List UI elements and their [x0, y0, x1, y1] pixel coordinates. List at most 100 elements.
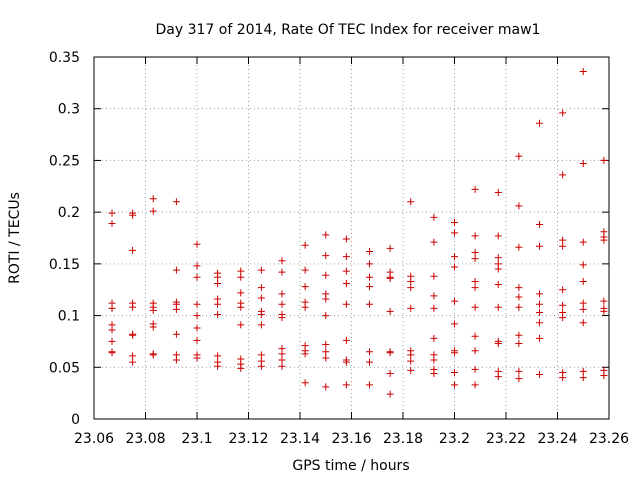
data-point [535, 371, 543, 379]
data-point [471, 232, 479, 240]
data-point [129, 352, 137, 360]
data-point [193, 354, 201, 362]
x-tick-label: 23.06 [74, 431, 114, 447]
data-point [579, 261, 587, 269]
data-point [535, 242, 543, 250]
x-axis-label: GPS time / hours [292, 458, 409, 474]
data-point [342, 235, 350, 243]
data-point [535, 319, 543, 327]
data-point [386, 349, 394, 357]
y-tick-label: 0.3 [58, 102, 80, 118]
data-point [494, 373, 502, 381]
data-point [149, 351, 157, 359]
chart-title: Day 317 of 2014, Rate Of TEC Index for r… [156, 22, 541, 38]
data-point [559, 301, 567, 309]
data-point [600, 307, 608, 315]
data-points [108, 67, 608, 398]
data-point [108, 349, 116, 357]
data-point [494, 232, 502, 240]
x-axis: 23.06 23.08 23.1 23.12 23.14 23.16 23.18 23.2 23… [74, 57, 629, 447]
data-point [515, 339, 523, 347]
data-point [471, 303, 479, 311]
data-point [407, 284, 415, 292]
data-point [301, 283, 309, 291]
x-tick-label: 23.18 [383, 431, 423, 447]
data-point [129, 303, 137, 311]
data-point [193, 300, 201, 308]
data-point [366, 300, 374, 308]
data-point [535, 308, 543, 316]
data-point [342, 358, 350, 366]
data-point [149, 207, 157, 215]
data-point [257, 351, 265, 359]
data-point [535, 290, 543, 298]
data-point [214, 352, 222, 360]
data-point [407, 277, 415, 285]
grid-lines [94, 57, 609, 419]
data-point [278, 314, 286, 322]
x-tick-label: 23.2 [439, 431, 470, 447]
data-point [278, 257, 286, 265]
y-tick-label: 0.25 [49, 153, 80, 169]
data-point [451, 349, 458, 357]
data-point [579, 160, 587, 168]
data-point [494, 254, 502, 262]
data-point [559, 236, 567, 244]
data-point [108, 337, 116, 345]
data-point [129, 358, 137, 366]
data-point [301, 303, 309, 311]
data-point [471, 255, 479, 263]
data-point [600, 297, 608, 305]
x-tick-label: 23.12 [228, 431, 268, 447]
data-point [193, 312, 201, 320]
data-point [366, 273, 374, 281]
data-point [559, 286, 567, 294]
data-point [214, 311, 222, 319]
x-tick-label: 23.08 [125, 431, 165, 447]
data-point [172, 266, 180, 274]
data-point [494, 303, 502, 311]
data-point [451, 263, 458, 271]
data-point [430, 213, 438, 221]
data-point [108, 220, 116, 228]
data-point [193, 324, 201, 332]
data-point [237, 321, 245, 329]
data-point [386, 390, 394, 398]
data-point [579, 299, 587, 307]
data-point [149, 306, 157, 314]
data-point [257, 284, 265, 292]
data-point [366, 247, 374, 255]
y-tick-label: 0 [71, 412, 80, 428]
data-point [237, 273, 245, 281]
data-point [559, 242, 567, 250]
data-point [430, 292, 438, 300]
data-point [237, 364, 245, 372]
data-point [214, 300, 222, 308]
data-point [193, 336, 201, 344]
data-point [322, 383, 330, 391]
data-point [278, 268, 286, 276]
data-point [237, 303, 245, 311]
data-point [471, 277, 479, 285]
data-point [559, 109, 567, 117]
data-point [407, 304, 415, 312]
data-point [494, 265, 502, 273]
data-point [129, 211, 137, 219]
x-tick-label: 23.16 [331, 431, 371, 447]
data-point [430, 304, 438, 312]
data-point [278, 350, 286, 358]
data-point [515, 303, 523, 311]
data-point [257, 294, 265, 302]
data-point [214, 273, 222, 281]
data-point [214, 280, 222, 288]
data-point [278, 290, 286, 298]
data-point [172, 356, 180, 364]
data-point [515, 367, 523, 375]
data-point [494, 339, 502, 347]
data-point [451, 229, 458, 237]
data-point [322, 341, 330, 349]
data-point [471, 284, 479, 292]
data-point [451, 368, 458, 376]
data-point [535, 334, 543, 342]
